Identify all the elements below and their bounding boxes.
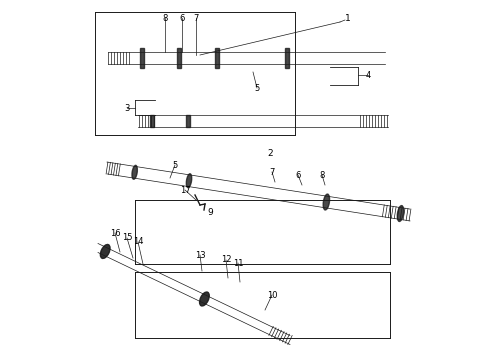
Ellipse shape	[199, 292, 209, 306]
Ellipse shape	[397, 206, 404, 221]
Text: 1: 1	[345, 14, 351, 23]
Text: 8: 8	[319, 171, 325, 180]
Bar	[285, 48, 289, 68]
Bar	[150, 115, 154, 127]
Ellipse shape	[132, 165, 137, 179]
Bar	[186, 115, 190, 127]
Bar	[140, 48, 144, 68]
Ellipse shape	[323, 194, 330, 210]
Ellipse shape	[186, 174, 192, 188]
Text: 12: 12	[221, 256, 231, 265]
Bar	[300, 44, 375, 72]
Text: 11: 11	[233, 258, 243, 267]
Text: 7: 7	[270, 167, 275, 176]
Text: 9: 9	[207, 207, 213, 216]
Text: 4: 4	[366, 71, 370, 80]
Text: 17: 17	[180, 185, 190, 194]
Text: 5: 5	[254, 84, 260, 93]
Bar	[215, 48, 219, 68]
Bar	[177, 48, 181, 68]
Text: 6: 6	[179, 14, 185, 23]
Text: 7: 7	[194, 14, 198, 23]
Text: 8: 8	[162, 14, 168, 23]
Text: 5: 5	[172, 161, 178, 170]
Text: 6: 6	[295, 171, 301, 180]
Text: 3: 3	[124, 104, 130, 112]
Ellipse shape	[100, 244, 110, 258]
Text: 15: 15	[122, 234, 132, 243]
Text: 10: 10	[267, 291, 277, 300]
Text: 14: 14	[133, 238, 143, 247]
Text: 13: 13	[195, 251, 205, 260]
Text: 16: 16	[110, 229, 121, 238]
Text: 2: 2	[267, 149, 273, 158]
